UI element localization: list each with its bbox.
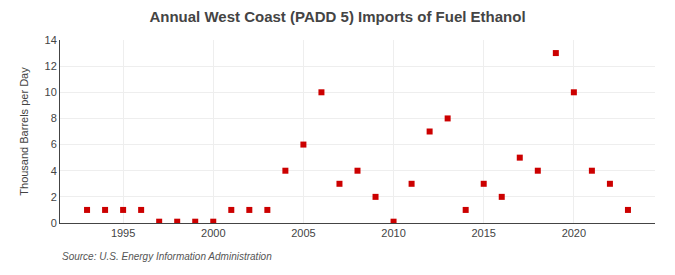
svg-text:10: 10 [45,86,57,98]
svg-text:2005: 2005 [291,227,315,239]
svg-text:Source: U.S. Energy Informatio: Source: U.S. Energy Information Administ… [62,251,272,262]
svg-text:6: 6 [51,138,57,150]
svg-text:2: 2 [51,191,57,203]
svg-text:8: 8 [51,112,57,124]
svg-text:1995: 1995 [111,227,135,239]
svg-text:2010: 2010 [381,227,405,239]
svg-text:Thousand Barrels per Day: Thousand Barrels per Day [18,67,30,196]
svg-text:4: 4 [51,165,57,177]
svg-text:12: 12 [45,60,57,72]
svg-text:14: 14 [45,34,57,46]
svg-text:Annual West Coast (PADD 5) Imp: Annual West Coast (PADD 5) Imports of Fu… [149,8,525,25]
svg-text:0: 0 [51,217,57,229]
svg-text:2000: 2000 [201,227,225,239]
svg-text:2020: 2020 [562,227,586,239]
svg-text:2015: 2015 [471,227,495,239]
